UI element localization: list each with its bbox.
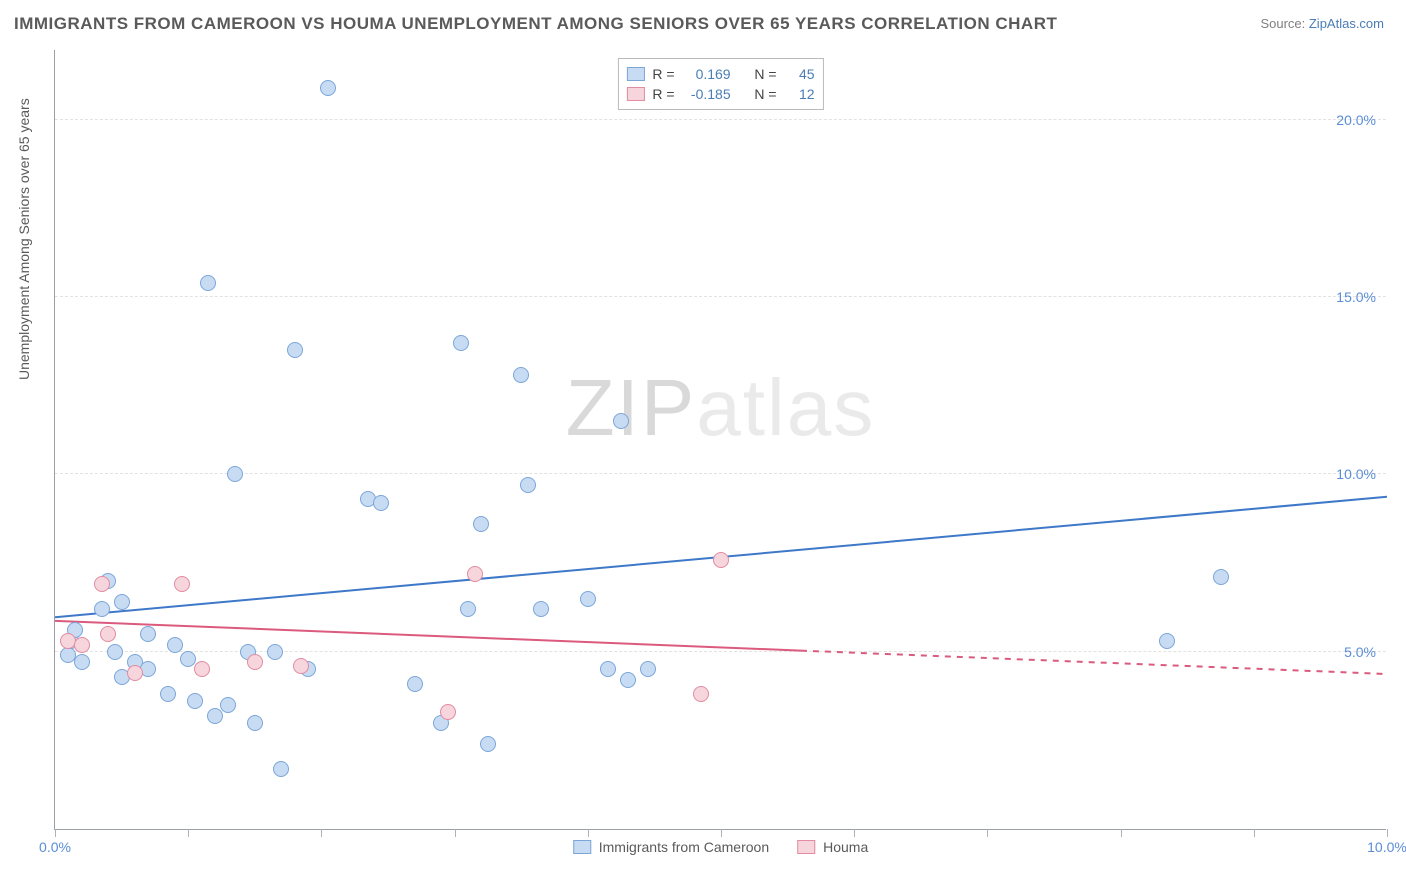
r-value: -0.185 [683,84,731,104]
x-tick [854,829,855,837]
y-tick-label: 10.0% [1336,466,1376,482]
source-prefix: Source: [1260,16,1308,31]
data-point [207,708,223,724]
data-point [247,715,263,731]
y-axis-title: Unemployment Among Seniors over 65 years [16,98,32,380]
y-tick-label: 5.0% [1344,644,1376,660]
data-point [1213,569,1229,585]
series-swatch [626,67,644,81]
data-point [200,275,216,291]
data-point [267,644,283,660]
x-tick [588,829,589,837]
watermark-atlas: atlas [696,363,875,452]
data-point [247,654,263,670]
data-point [480,736,496,752]
data-point [520,477,536,493]
data-point [473,516,489,532]
data-point [107,644,123,660]
correlation-stats-box: R = 0.169 N = 45 R = -0.185 N = 12 [617,58,823,110]
data-point [127,665,143,681]
x-tick [987,829,988,837]
data-point [160,686,176,702]
data-point [600,661,616,677]
legend-item: Houma [797,839,868,855]
r-value: 0.169 [683,64,731,84]
data-point [293,658,309,674]
data-point [100,626,116,642]
data-point [613,413,629,429]
series-swatch [626,87,644,101]
plot-area: ZIPatlas R =0.169 N =45R =-0.185 N =12 I… [54,50,1386,830]
data-point [187,693,203,709]
data-point [460,601,476,617]
data-point [513,367,529,383]
data-point [580,591,596,607]
chart-title: IMMIGRANTS FROM CAMEROON VS HOUMA UNEMPL… [14,14,1057,34]
x-tick-label: 0.0% [39,839,71,855]
data-point [407,676,423,692]
x-tick [1121,829,1122,837]
data-point [440,704,456,720]
data-point [114,594,130,610]
legend: Immigrants from Cameroon Houma [573,839,869,855]
data-point [140,626,156,642]
y-tick-label: 20.0% [1336,112,1376,128]
data-point [167,637,183,653]
data-point [174,576,190,592]
n-value: 12 [785,84,815,104]
n-label: N = [754,84,776,104]
r-label: R = [652,84,674,104]
legend-swatch [797,840,815,854]
data-point [1159,633,1175,649]
n-label: N = [754,64,776,84]
data-point [373,495,389,511]
legend-label: Immigrants from Cameroon [599,839,769,855]
data-point [287,342,303,358]
data-point [74,637,90,653]
data-point [94,576,110,592]
data-point [227,466,243,482]
x-tick-label: 10.0% [1367,839,1406,855]
x-tick [1254,829,1255,837]
gridline [55,473,1386,474]
data-point [453,335,469,351]
r-label: R = [652,64,674,84]
data-point [713,552,729,568]
gridline [55,296,1386,297]
x-tick [321,829,322,837]
y-tick-label: 15.0% [1336,289,1376,305]
data-point [94,601,110,617]
source-link[interactable]: ZipAtlas.com [1309,16,1384,31]
data-point [273,761,289,777]
data-point [693,686,709,702]
gridline [55,119,1386,120]
trend-lines [55,50,1387,830]
source-attribution: Source: ZipAtlas.com [1260,16,1384,31]
x-tick [721,829,722,837]
data-point [320,80,336,96]
data-point [74,654,90,670]
data-point [533,601,549,617]
correlation-chart: IMMIGRANTS FROM CAMEROON VS HOUMA UNEMPL… [0,0,1406,892]
watermark: ZIPatlas [566,362,875,454]
legend-swatch [573,840,591,854]
legend-item: Immigrants from Cameroon [573,839,769,855]
legend-label: Houma [823,839,868,855]
stat-row: R = 0.169 N = 45 [626,64,814,84]
data-point [467,566,483,582]
n-value: 45 [785,64,815,84]
x-tick [188,829,189,837]
data-point [640,661,656,677]
watermark-zip: ZIP [566,363,696,452]
data-point [220,697,236,713]
x-tick [455,829,456,837]
data-point [620,672,636,688]
stat-row: R = -0.185 N = 12 [626,84,814,104]
data-point [194,661,210,677]
x-tick [1387,829,1388,837]
x-tick [55,829,56,837]
